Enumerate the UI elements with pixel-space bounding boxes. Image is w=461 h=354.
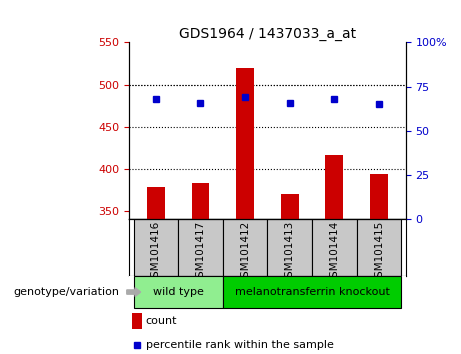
Text: percentile rank within the sample: percentile rank within the sample — [146, 340, 334, 350]
Text: wild type: wild type — [153, 287, 204, 297]
Bar — [281, 194, 299, 354]
Bar — [191, 183, 209, 354]
Bar — [370, 174, 388, 354]
Bar — [132, 313, 142, 329]
Text: GSM101415: GSM101415 — [374, 221, 384, 284]
Bar — [325, 155, 343, 354]
Bar — [236, 68, 254, 354]
Text: count: count — [146, 316, 177, 326]
Text: GSM101413: GSM101413 — [285, 221, 295, 284]
Bar — [312, 219, 357, 276]
Text: GSM101412: GSM101412 — [240, 221, 250, 284]
Bar — [357, 219, 401, 276]
Bar — [134, 219, 178, 276]
Text: genotype/variation: genotype/variation — [14, 287, 120, 297]
Bar — [178, 219, 223, 276]
Bar — [134, 276, 223, 308]
Text: GSM101416: GSM101416 — [151, 221, 161, 284]
Bar — [267, 219, 312, 276]
Title: GDS1964 / 1437033_a_at: GDS1964 / 1437033_a_at — [179, 28, 356, 41]
Bar — [223, 276, 401, 308]
Text: GSM101414: GSM101414 — [329, 221, 339, 284]
Text: melanotransferrin knockout: melanotransferrin knockout — [235, 287, 390, 297]
Bar — [223, 219, 267, 276]
Bar — [147, 188, 165, 354]
Text: GSM101417: GSM101417 — [195, 221, 206, 284]
